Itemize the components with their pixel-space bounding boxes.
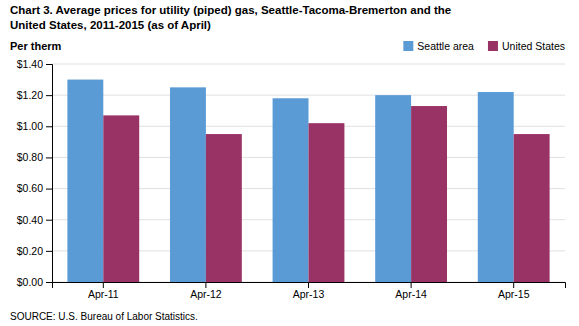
x-tick: Apr-15	[498, 282, 530, 300]
y-tick: $0.80	[17, 151, 52, 163]
y-tick: $0.60	[17, 182, 52, 194]
y-tick: $1.00	[17, 120, 52, 132]
y-tick-label: $0.20	[17, 245, 43, 257]
y-tick-mark	[46, 126, 52, 127]
legend-item: United States	[488, 40, 565, 52]
x-tick: Apr-12	[190, 282, 222, 300]
x-tick-mark	[205, 282, 206, 288]
bar	[170, 87, 206, 282]
bar	[375, 95, 411, 282]
bar-series	[103, 106, 549, 282]
x-tick-mark	[411, 282, 412, 288]
subtitle: United States, 2011-2015 (as of April)	[10, 19, 211, 31]
y-tick-label: $0.40	[17, 214, 43, 226]
bar-series	[67, 80, 513, 282]
bars	[67, 80, 549, 282]
y-tick-mark	[46, 220, 52, 221]
x-tick-label: Apr-14	[395, 288, 427, 300]
bar	[411, 106, 447, 282]
y-tick-mark	[46, 64, 52, 65]
y-tick-label: $1.20	[17, 89, 43, 101]
chart: Chart 3. Average prices for utility (pip…	[0, 0, 579, 326]
x-tick-label: Apr-15	[498, 288, 530, 300]
legend-swatch	[403, 41, 413, 51]
y-tick-label: $1.40	[17, 58, 43, 70]
bar	[103, 115, 139, 282]
y-tick-mark	[46, 251, 52, 252]
legend: Seattle area United States	[403, 40, 565, 52]
y-tick-mark	[46, 95, 52, 96]
x-axis: Apr-11 Apr-12 Apr-13 Apr-14 Apr-15	[53, 282, 566, 300]
y-tick-label: $1.00	[17, 120, 43, 132]
plot-area: $0.00 $0.20 $0.40 $0.60 $0.80 $1.00 $1.20 $1.40…	[17, 58, 566, 301]
y-tick-mark	[46, 189, 52, 190]
y-tick-label: $0.80	[17, 151, 43, 163]
y-tick: $0.20	[17, 245, 52, 257]
x-tick-mark	[513, 282, 514, 288]
x-tick-mark	[103, 282, 104, 288]
legend-item: Seattle area	[403, 40, 474, 52]
legend-swatch	[488, 41, 498, 51]
bar	[273, 98, 309, 282]
bar	[309, 123, 345, 282]
bar	[206, 134, 242, 282]
title: Chart 3. Average prices for utility (pip…	[10, 4, 451, 16]
y-tick: $0.00	[17, 276, 52, 288]
y-tick: $0.40	[17, 214, 52, 226]
legend-label: United States	[502, 40, 565, 52]
legend-label: Seattle area	[417, 40, 474, 52]
grid-line	[52, 64, 565, 65]
x-axis-line	[53, 283, 566, 289]
y-axis-line	[46, 65, 53, 283]
y-tick-mark	[46, 282, 52, 283]
bar	[67, 80, 103, 282]
source-note: SOURCE: U.S. Bureau of Labor Statistics.	[10, 311, 198, 322]
y-tick: $1.40	[17, 58, 52, 70]
x-tick-label: Apr-13	[293, 288, 325, 300]
bar	[514, 134, 550, 282]
x-tick-label: Apr-12	[190, 288, 222, 300]
y-tick-label: $0.00	[17, 276, 43, 288]
x-tick: Apr-14	[395, 282, 427, 300]
bar	[478, 92, 514, 282]
x-tick-label: Apr-11	[88, 288, 119, 300]
x-tick: Apr-11	[88, 282, 119, 300]
grid	[52, 64, 565, 282]
y-axis: $0.00 $0.20 $0.40 $0.60 $0.80 $1.00 $1.20 $1.40	[17, 58, 53, 288]
y-axis-label: Per therm	[10, 40, 62, 52]
x-tick-mark	[308, 282, 309, 288]
y-tick-mark	[46, 157, 52, 158]
y-tick: $1.20	[17, 89, 52, 101]
y-tick-label: $0.60	[17, 182, 43, 194]
x-tick: Apr-13	[293, 282, 325, 300]
